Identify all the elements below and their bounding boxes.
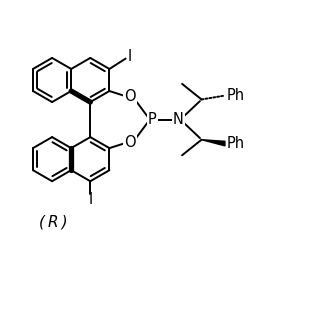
Text: ( R ): ( R ) — [39, 214, 67, 229]
Text: I: I — [128, 49, 132, 64]
Text: Ph: Ph — [226, 136, 245, 151]
Text: P: P — [148, 112, 157, 127]
Text: O: O — [124, 135, 135, 150]
Text: Ph: Ph — [226, 88, 245, 103]
Text: N: N — [173, 112, 183, 127]
Text: I: I — [88, 192, 92, 207]
Text: O: O — [124, 89, 135, 104]
Polygon shape — [202, 140, 225, 146]
